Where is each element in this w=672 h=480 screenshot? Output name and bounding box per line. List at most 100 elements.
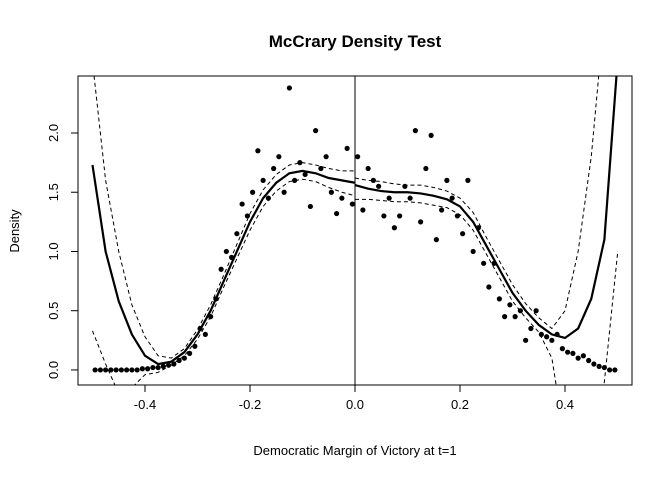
x-tick-label: -0.4 bbox=[134, 397, 156, 412]
bin-point bbox=[528, 325, 534, 332]
bin-point bbox=[108, 367, 114, 373]
bin-point bbox=[208, 314, 214, 320]
bin-point bbox=[229, 254, 235, 260]
bin-point bbox=[171, 361, 177, 367]
bin-point bbox=[234, 231, 240, 237]
confidence-band bbox=[355, 198, 619, 385]
bin-point bbox=[391, 225, 397, 231]
bin-point bbox=[554, 331, 560, 338]
bin-point bbox=[250, 189, 256, 195]
bin-point bbox=[565, 349, 571, 355]
bin-point bbox=[103, 367, 109, 373]
bin-point bbox=[255, 148, 261, 154]
bin-point bbox=[166, 362, 172, 368]
bin-point bbox=[454, 213, 460, 219]
bin-point bbox=[376, 183, 382, 189]
bin-point bbox=[318, 165, 324, 172]
y-tick-label: 0.5 bbox=[46, 302, 61, 320]
bin-point bbox=[344, 145, 350, 151]
bin-point bbox=[538, 331, 544, 338]
bin-point bbox=[465, 177, 471, 183]
bin-point bbox=[423, 165, 429, 172]
bin-point bbox=[544, 334, 550, 340]
bin-point bbox=[559, 346, 565, 352]
bin-point bbox=[323, 154, 329, 160]
bin-point bbox=[181, 355, 187, 361]
bin-point bbox=[365, 165, 371, 172]
bin-point bbox=[370, 177, 376, 183]
bin-point bbox=[360, 207, 366, 213]
bin-point bbox=[260, 177, 266, 183]
bin-point bbox=[202, 331, 208, 338]
bin-point bbox=[244, 213, 250, 219]
bin-point bbox=[292, 177, 298, 183]
bin-point bbox=[139, 366, 145, 372]
bin-point bbox=[281, 189, 287, 195]
bin-point bbox=[575, 355, 581, 361]
bin-point bbox=[97, 367, 103, 373]
density-fit bbox=[91, 164, 356, 366]
plot-area bbox=[91, 76, 619, 385]
bin-point bbox=[271, 165, 277, 172]
bin-point bbox=[481, 260, 487, 266]
x-tick-label: 0.2 bbox=[451, 397, 469, 412]
bin-point bbox=[150, 364, 156, 371]
bin-point bbox=[302, 171, 308, 178]
bin-point bbox=[412, 128, 418, 134]
y-tick-label: 1.5 bbox=[46, 183, 61, 201]
confidence-band bbox=[354, 76, 600, 330]
bin-point bbox=[118, 367, 124, 373]
bin-point bbox=[197, 325, 203, 332]
bin-point bbox=[239, 201, 245, 207]
bin-point bbox=[418, 219, 424, 225]
bin-point bbox=[570, 350, 576, 356]
x-axis-label: Democratic Margin of Victory at t=1 bbox=[253, 443, 456, 458]
bin-point bbox=[92, 367, 98, 373]
x-tick-label: 0.0 bbox=[346, 397, 364, 412]
bin-point bbox=[113, 367, 119, 373]
bin-point bbox=[124, 367, 130, 373]
bin-point bbox=[397, 213, 403, 219]
bin-point bbox=[339, 195, 345, 201]
bin-point bbox=[307, 203, 313, 210]
x-tick-label: -0.2 bbox=[239, 397, 261, 412]
bin-point bbox=[134, 367, 140, 373]
bin-point bbox=[160, 363, 166, 369]
bin-point bbox=[533, 308, 539, 314]
bin-point bbox=[586, 357, 592, 364]
x-tick-label: 0.4 bbox=[556, 397, 574, 412]
bin-point bbox=[486, 284, 492, 290]
chart-title: McCrary Density Test bbox=[269, 32, 442, 51]
bin-point bbox=[517, 308, 523, 314]
bin-point bbox=[265, 195, 271, 201]
y-tick-label: 0.0 bbox=[46, 361, 61, 379]
bin-point bbox=[449, 195, 455, 201]
bin-point bbox=[470, 248, 476, 255]
bin-point bbox=[145, 366, 151, 372]
bin-point bbox=[507, 302, 513, 308]
bin-point bbox=[328, 189, 334, 195]
bin-point bbox=[286, 85, 292, 91]
bin-point bbox=[512, 314, 518, 320]
bin-point bbox=[192, 343, 198, 349]
y-tick-label: 1.0 bbox=[46, 242, 61, 260]
bin-point bbox=[433, 237, 439, 243]
bin-point bbox=[591, 361, 597, 367]
bin-point bbox=[523, 337, 529, 343]
bin-point bbox=[187, 350, 193, 356]
bin-point bbox=[612, 367, 618, 373]
bin-point bbox=[349, 201, 355, 207]
bin-point bbox=[218, 266, 224, 272]
bin-point bbox=[491, 260, 497, 266]
bin-point bbox=[460, 231, 466, 237]
density-fit bbox=[354, 76, 618, 340]
y-axis-label: Density bbox=[7, 209, 22, 253]
bin-point bbox=[155, 364, 161, 371]
bin-point bbox=[355, 154, 361, 160]
bin-point bbox=[223, 248, 229, 255]
confidence-band bbox=[93, 76, 355, 359]
confidence-band bbox=[92, 178, 356, 385]
bin-point bbox=[381, 213, 387, 219]
